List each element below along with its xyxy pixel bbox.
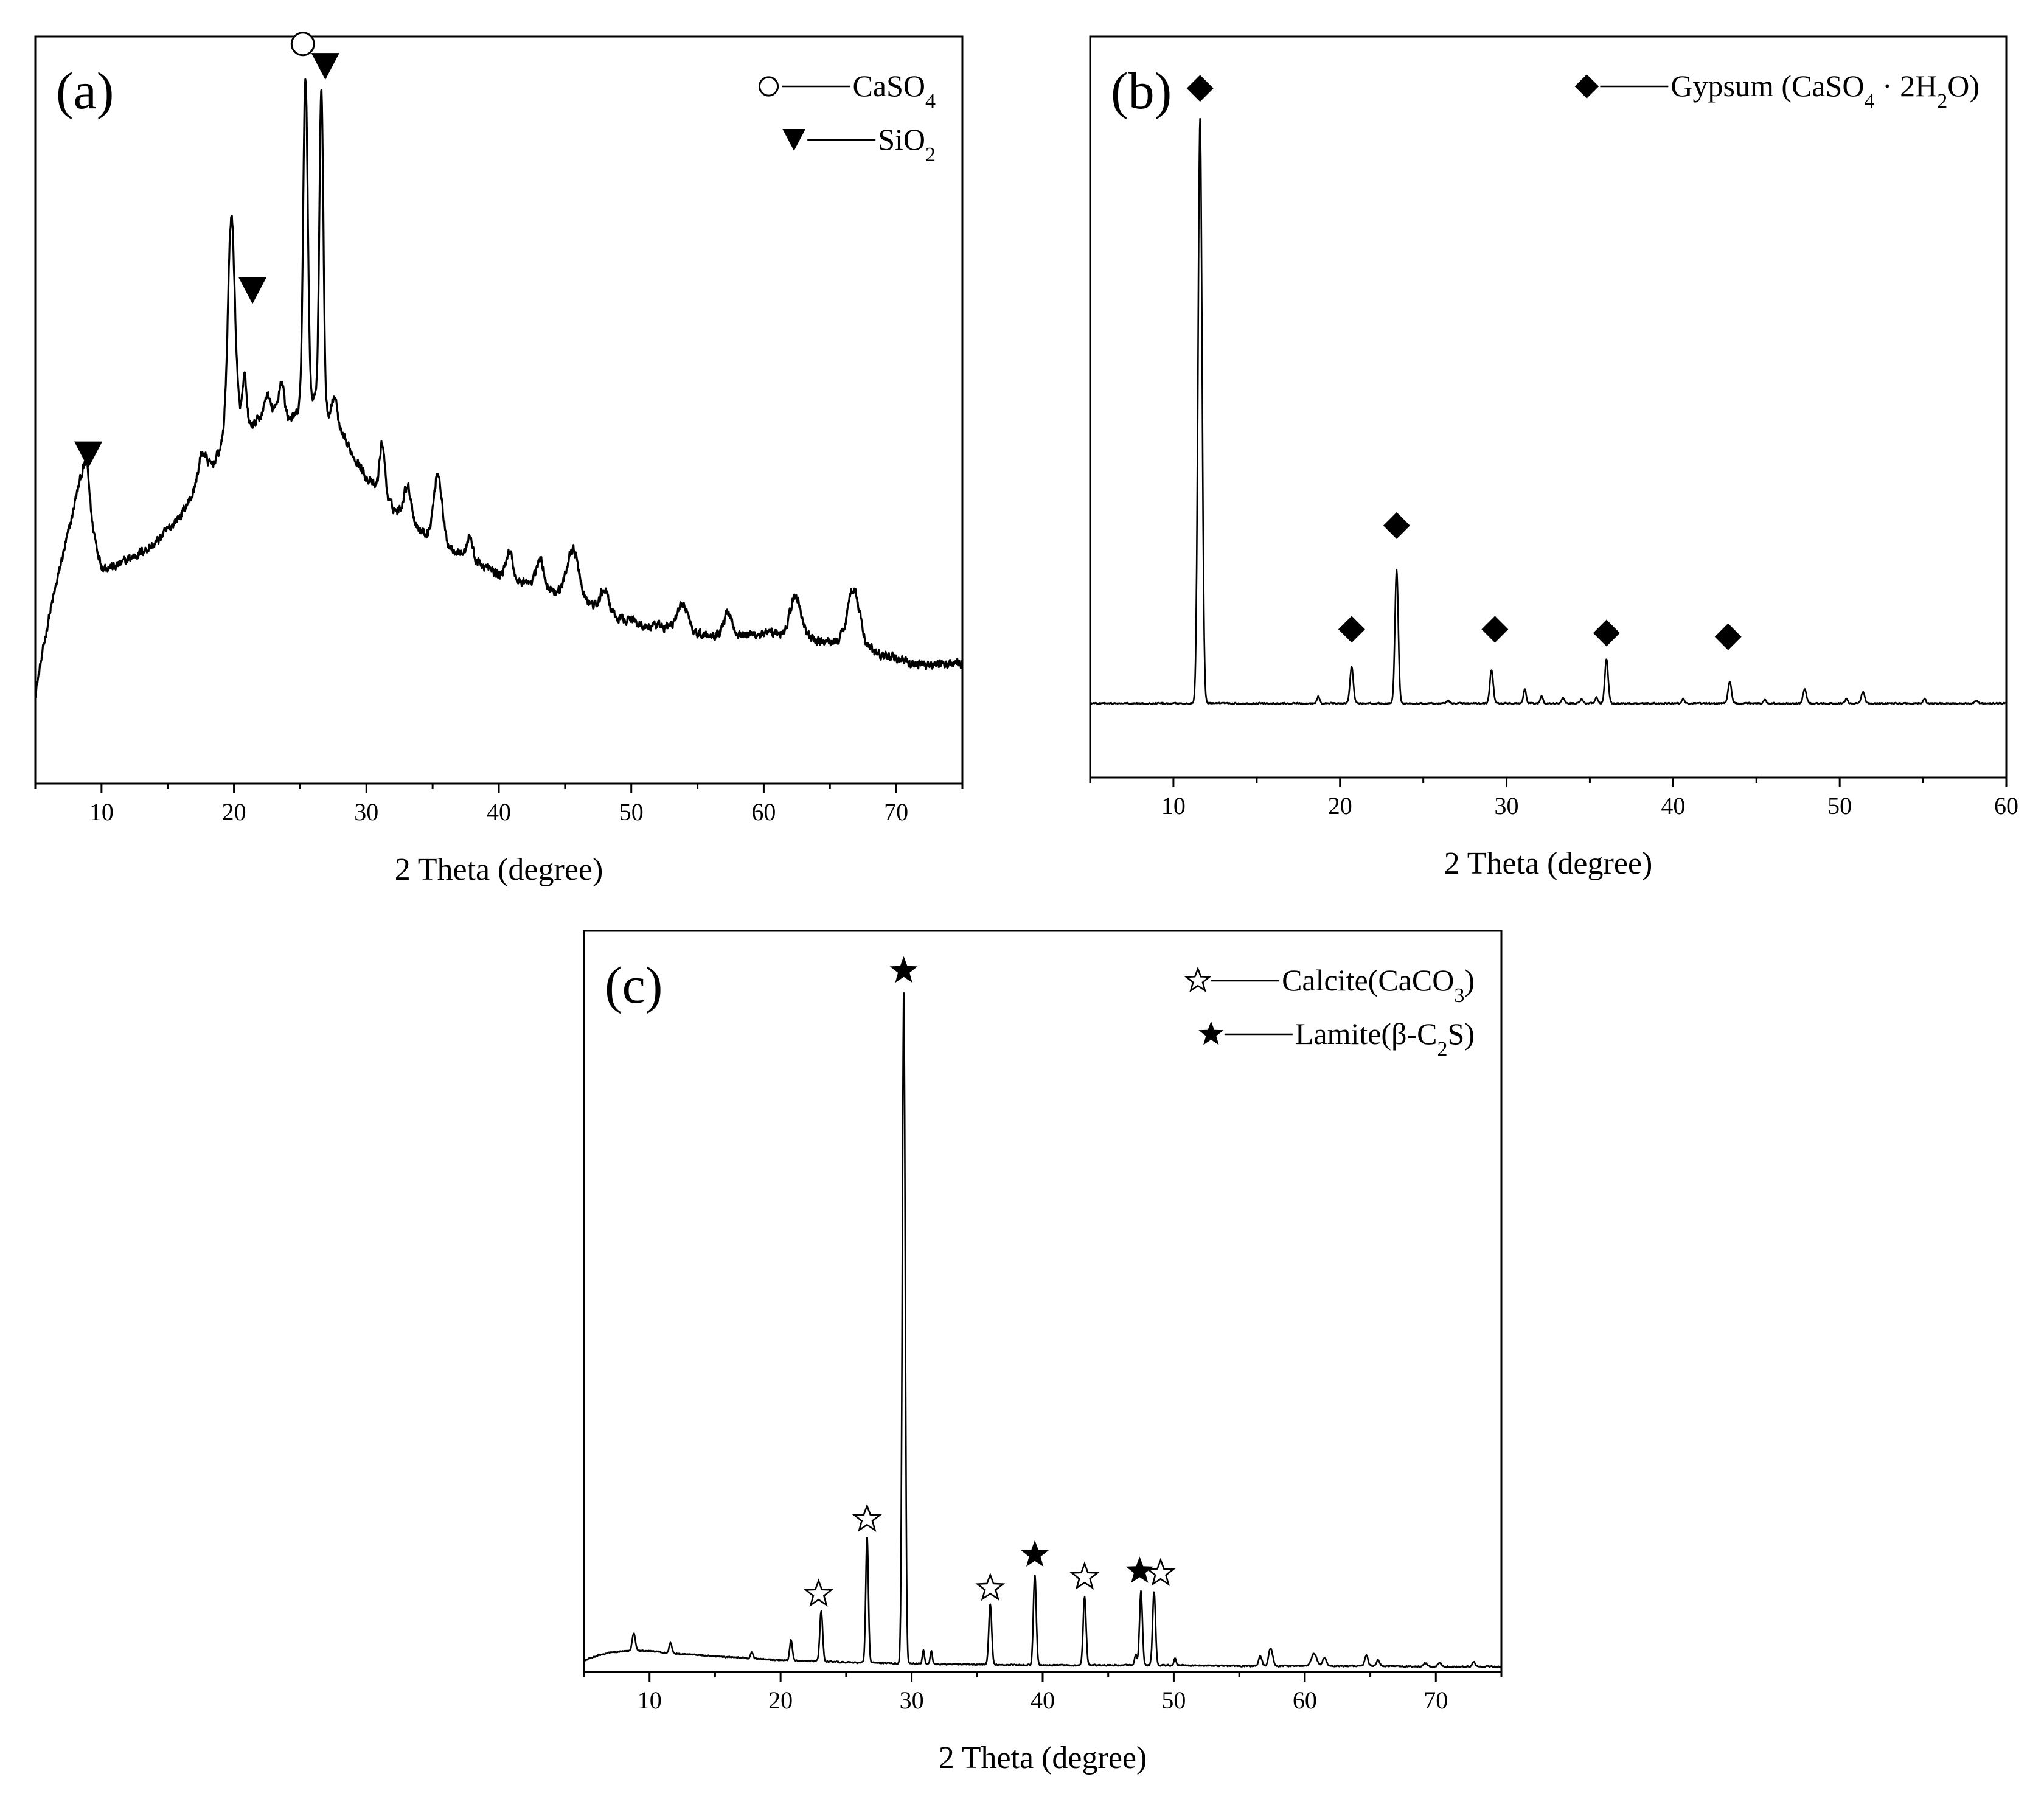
x-tick-label: 20 [1328, 792, 1352, 820]
x-axis-label: 2 Theta (degree) [939, 1741, 1147, 1775]
panel-a: 10 20 30 40 50 60 70 2 Theta (degree) (a) CaSO4 Si… [34, 32, 964, 887]
x-tick-label: 30 [1495, 792, 1519, 820]
peak-marker-diamond [1593, 619, 1620, 647]
plot-frame [34, 35, 964, 785]
panel-label: (c) [605, 956, 662, 1014]
legend-entry-text: SiO2 [878, 122, 936, 166]
x-tick-label: 70 [1423, 1686, 1448, 1714]
peak-marker-star-filled [889, 956, 918, 983]
x-axis-label: 2 Theta (degree) [1444, 846, 1653, 881]
xrd-pattern-line [584, 992, 1501, 1668]
x-tick-label: 60 [1293, 1686, 1317, 1714]
peak-marker-star-open [975, 1572, 1006, 1601]
peak-marker-diamond [1338, 616, 1365, 643]
peak-marker-triangle-down [311, 53, 339, 80]
x-tick-label: 70 [884, 798, 908, 826]
x-tick-label: 30 [354, 798, 378, 826]
x-tick-label: 50 [1827, 792, 1852, 820]
peak-marker-star-open [1069, 1561, 1100, 1590]
legend-symbol-star-open [1184, 966, 1212, 993]
x-tick-label: 60 [751, 798, 776, 826]
x-tick-label: 40 [1661, 792, 1685, 820]
peak-marker-triangle-down [238, 277, 267, 304]
peak-marker-star-filled [1021, 1540, 1049, 1567]
x-tick-label: 10 [638, 1686, 662, 1714]
peak-marker-star-open [1145, 1558, 1176, 1586]
legend-entry-text: Lamite(β-C2S) [1295, 1017, 1475, 1060]
legend-symbol-diamond [1574, 74, 1599, 99]
panel-b: 10 20 30 40 50 60 2 Theta (degree) (b) Gypsum (C… [1089, 35, 2018, 881]
xrd-pattern-line [35, 78, 962, 698]
legend-entry-text: Gypsum (CaSO4 · 2H2O) [1670, 69, 1980, 113]
peak-marker-diamond [1383, 512, 1410, 539]
x-tick-label: 10 [89, 798, 114, 826]
xrd-pattern-line [1090, 117, 2006, 706]
peak-marker-diamond [1186, 75, 1214, 102]
peak-marker-diamond [1481, 616, 1509, 643]
legend-symbol-star-filled [1198, 1021, 1224, 1045]
x-tick-label: 40 [487, 798, 511, 826]
panel-label: (b) [1111, 61, 1172, 120]
peak-marker-star-open [852, 1503, 882, 1532]
x-axis-label: 2 Theta (degree) [395, 852, 603, 887]
x-tick-label: 10 [1161, 792, 1186, 820]
legend-symbol-triangle-down [782, 129, 806, 151]
plot-frame [1089, 35, 2007, 779]
x-tick-label: 50 [1161, 1686, 1186, 1714]
peak-marker-star-filled [1125, 1556, 1154, 1583]
x-tick-label: 40 [1031, 1686, 1055, 1714]
x-tick-label: 20 [222, 798, 246, 826]
x-tick-label: 20 [768, 1686, 793, 1714]
x-tick-label: 30 [900, 1686, 924, 1714]
panel-c: 10 20 30 40 50 60 70 2 Theta (degree) (c) Calcite… [583, 930, 1503, 1775]
x-tick-label: 50 [619, 798, 644, 826]
panel-label: (a) [56, 61, 114, 120]
x-tick-label: 60 [1994, 792, 2018, 820]
legend-entry-text: Calcite(CaCO3) [1282, 963, 1475, 1007]
peak-marker-star-open [804, 1578, 834, 1607]
legend-entry-text: CaSO4 [853, 69, 936, 113]
peak-marker-diamond [1714, 623, 1742, 650]
peak-marker-circle-open [290, 32, 315, 57]
peak-marker-triangle-down [74, 441, 103, 468]
legend-symbol-circle-open [758, 76, 779, 97]
